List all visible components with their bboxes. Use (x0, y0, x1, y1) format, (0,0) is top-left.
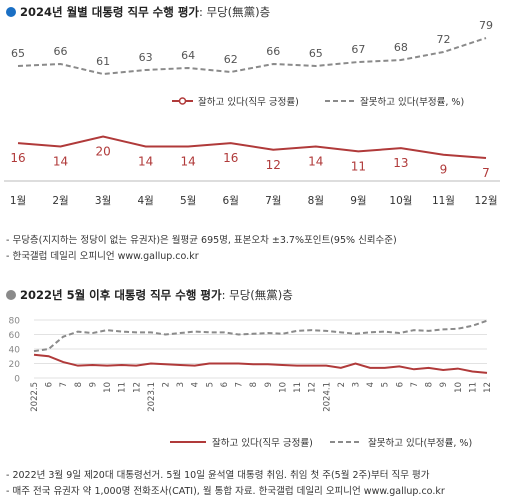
x-tick-label: 6 (395, 382, 405, 387)
approve-label: 14 (308, 154, 323, 168)
chart2-note-1: - 2022년 3월 9일 제20대 대통령선거. 5월 10일 윤석열 대통령… (6, 470, 430, 481)
x-tick-label: 10 (454, 382, 464, 393)
x-tick-label: 4 (366, 382, 376, 387)
disapprove-label: 72 (436, 33, 450, 46)
chart1-title-main: 2024년 월별 대통령 직무 수행 평가 (20, 5, 199, 19)
chart2-title-dot (6, 290, 16, 300)
disapprove-label: 79 (479, 19, 493, 32)
x-tick-label: 3 (176, 382, 186, 387)
disapprove-label: 65 (11, 47, 25, 60)
chart2-title-main: 2022년 5월 이후 대통령 직무 수행 평가 (20, 288, 222, 302)
x-tick-label: 11월 (432, 195, 455, 207)
x-tick-label: 11 (468, 382, 478, 393)
x-tick-label: 9 (264, 382, 274, 387)
legend-approve-text: 잘하고 있다(직무 긍정률) (198, 96, 299, 108)
x-tick-label: 5월 (180, 195, 196, 207)
x-tick-label: 9 (439, 382, 449, 387)
disapprove-line (33, 319, 488, 353)
x-tick-label: 3 (351, 382, 361, 387)
chart1-title: 2024년 월별 대통령 직무 수행 평가: 무당(無黨)층 (6, 4, 270, 20)
approve-line (17, 135, 487, 159)
x-tick-label: 10월 (389, 195, 412, 207)
disapprove-label: 68 (394, 41, 408, 54)
x-tick-label: 11 (293, 382, 303, 393)
approve-label: 16 (223, 151, 238, 165)
x-tick-label: 12 (132, 382, 142, 393)
x-tick-label: 10 (103, 382, 113, 393)
y-tick-label: 60 (9, 331, 21, 341)
disapprove-label: 61 (96, 55, 110, 68)
approve-label: 14 (138, 154, 153, 168)
x-tick-label: 6 (45, 382, 55, 387)
x-tick-label: 8 (425, 382, 435, 387)
x-tick-label: 2 (162, 382, 172, 387)
x-tick-label: 12 (483, 382, 493, 393)
x-tick-label: 9 (88, 382, 98, 387)
approve-label: 9 (440, 163, 448, 177)
x-tick-label: 2022.5 (30, 382, 40, 412)
approve-label: 14 (53, 154, 68, 168)
approve-label: 16 (10, 151, 25, 165)
chart1-title-dot (6, 7, 16, 17)
x-tick-label: 2023.1 (147, 382, 157, 412)
disapprove-label: 66 (54, 45, 68, 58)
disapprove-label: 65 (309, 47, 323, 60)
approve-label: 7 (482, 166, 490, 180)
x-tick-label: 5 (205, 382, 215, 387)
approve-label: 13 (393, 156, 408, 170)
y-tick-label: 40 (9, 346, 21, 356)
x-tick-label: 2 (337, 382, 347, 387)
x-tick-label: 2월 (52, 195, 68, 207)
chart2-note-2: - 매주 전국 유권자 약 1,000명 전화조사(CATI), 월 통합 자료… (6, 486, 445, 497)
x-tick-label: 10 (278, 382, 288, 393)
x-tick-label: 1월 (10, 195, 26, 207)
approve-label: 12 (266, 158, 281, 172)
x-tick-label: 12 (308, 382, 318, 393)
x-tick-label: 4 (191, 382, 201, 387)
approve-label: 11 (351, 159, 366, 173)
x-tick-label: 7 (410, 382, 420, 387)
y-tick-label: 80 (9, 317, 21, 327)
disapprove-line (17, 37, 487, 76)
x-tick-label: 8월 (308, 195, 324, 207)
y-tick-label: 20 (9, 360, 21, 370)
chart1-note-1: - 무당층(지지하는 정당이 없는 유권자)은 월평균 695명, 표본오차 ±… (6, 235, 397, 246)
disapprove-label: 67 (351, 43, 365, 56)
chart2-title: 2022년 5월 이후 대통령 직무 수행 평가: 무당(無黨)층 (6, 287, 293, 303)
disapprove-label: 66 (266, 45, 280, 58)
approve-label: 14 (181, 154, 196, 168)
chart1-title-sub: : 무당(無黨)층 (198, 5, 271, 19)
x-tick-label: 7월 (265, 195, 281, 207)
x-tick-label: 11 (118, 382, 128, 393)
x-tick-label: 12월 (474, 195, 497, 207)
chart2-title-sub: : 무당(無黨)층 (221, 288, 293, 302)
chart1-note-2: - 한국갤럽 데일리 오피니언 www.gallup.co.kr (6, 251, 199, 262)
x-tick-label: 4월 (137, 195, 153, 207)
x-tick-label: 9월 (350, 195, 366, 207)
legend-disapprove-text: 잘못하고 있다(부정률, %) (368, 437, 472, 449)
legend-approve-marker (178, 97, 187, 105)
x-tick-label: 6월 (223, 195, 239, 207)
x-tick-label: 3월 (95, 195, 111, 207)
disapprove-label: 64 (181, 49, 195, 62)
x-tick-label: 2024.1 (322, 382, 332, 412)
legend-disapprove-text: 잘못하고 있다(부정률, %) (360, 96, 464, 108)
x-tick-label: 8 (74, 382, 84, 387)
approve-line (33, 353, 488, 374)
approve-label: 20 (95, 145, 110, 159)
disapprove-label: 62 (224, 53, 238, 66)
x-tick-label: 7 (235, 382, 245, 387)
y-tick-label: 0 (14, 375, 20, 385)
disapprove-label: 63 (139, 51, 153, 64)
x-tick-label: 5 (381, 382, 391, 387)
x-tick-label: 6 (220, 382, 230, 387)
x-tick-label: 8 (249, 382, 259, 387)
x-tick-label: 7 (59, 382, 69, 387)
legend-approve-text: 잘하고 있다(직무 긍정률) (212, 437, 313, 449)
